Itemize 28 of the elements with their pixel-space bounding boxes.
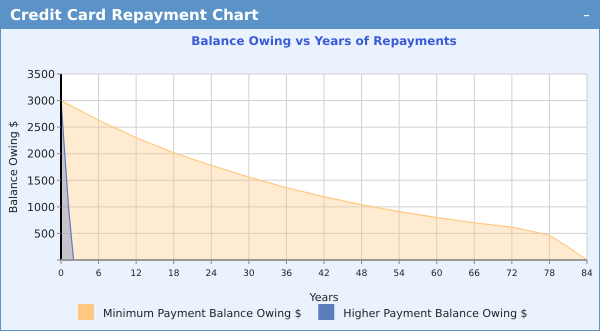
x-tick-label: 48 bbox=[356, 269, 368, 279]
x-axis-title: Years bbox=[308, 291, 339, 304]
y-tick-label: 1000 bbox=[27, 200, 55, 214]
x-tick-label: 30 bbox=[243, 269, 255, 279]
y-tick-label: 3500 bbox=[27, 68, 55, 81]
y-tick-label: 2000 bbox=[27, 148, 55, 161]
x-tick-label: 0 bbox=[58, 269, 64, 279]
legend-label: Higher Payment Balance Owing $ bbox=[343, 307, 528, 320]
x-tick-label: 42 bbox=[318, 269, 330, 279]
y-tick-label: 2500 bbox=[27, 121, 55, 134]
y-axis-title: Balance Owing $ bbox=[7, 120, 20, 214]
x-tick-label: 6 bbox=[96, 269, 102, 279]
x-tick-label: 12 bbox=[130, 269, 142, 279]
x-tick-label: 66 bbox=[468, 269, 480, 279]
x-tick-label: 24 bbox=[206, 269, 218, 279]
x-tick-label: 84 bbox=[581, 269, 593, 279]
y-tick-label: 1500 bbox=[27, 174, 55, 188]
x-tick-label: 78 bbox=[544, 269, 556, 279]
x-tick-label: 54 bbox=[393, 269, 406, 279]
y-tick-label: 500 bbox=[34, 227, 55, 240]
x-tick-label: 60 bbox=[430, 269, 443, 279]
chart-title: Credit Card Repayment Chart bbox=[10, 6, 258, 24]
legend-label: Minimum Payment Balance Owing $ bbox=[103, 307, 302, 320]
x-tick-label: 36 bbox=[280, 269, 292, 279]
y-tick-label: 3000 bbox=[27, 94, 55, 108]
x-tick-label: 72 bbox=[506, 269, 518, 279]
x-tick-label: 18 bbox=[168, 269, 180, 279]
chart-subtitle: Balance Owing vs Years of Repayments bbox=[191, 34, 457, 48]
